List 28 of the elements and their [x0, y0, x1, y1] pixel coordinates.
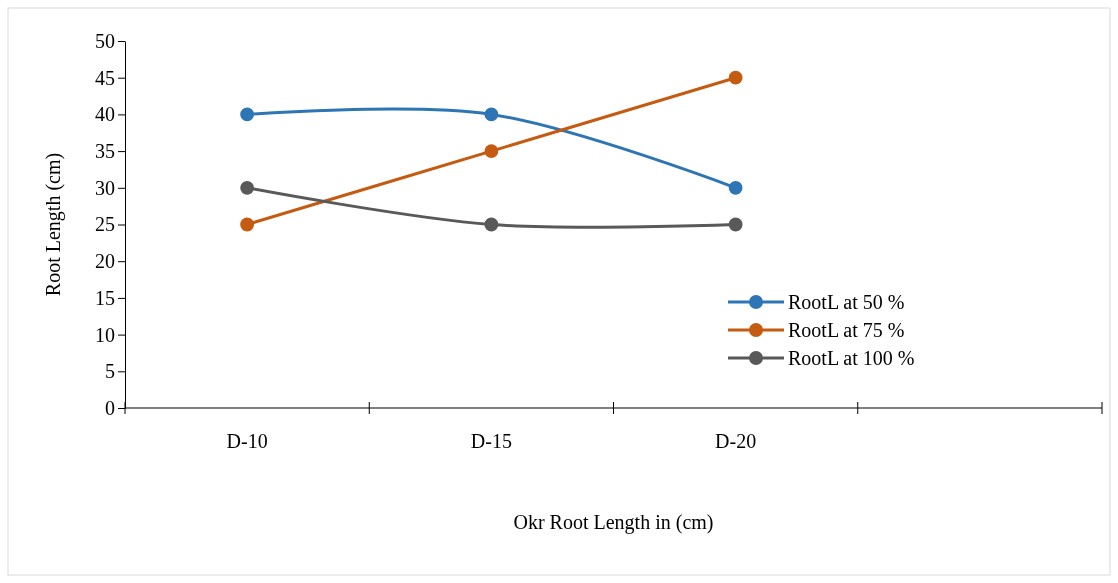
- y-tick-label: 15: [95, 286, 115, 309]
- point: [728, 70, 743, 85]
- y-axis-title: Root Length (cm): [42, 152, 65, 297]
- y-tick-label: 50: [95, 29, 115, 52]
- x-tick-label: D-20: [715, 430, 757, 452]
- y-tick-label: 0: [105, 396, 115, 419]
- legend-label: RootL at 75 %: [788, 319, 905, 341]
- y-tick-label: 25: [95, 213, 115, 236]
- x-axis-title: Okr Root Length in (cm): [513, 511, 714, 534]
- point: [484, 217, 499, 232]
- y-tick-label: 10: [95, 323, 115, 346]
- legend-label: RootL at 50 %: [788, 291, 905, 313]
- point: [240, 107, 255, 122]
- point: [240, 217, 255, 232]
- y-tick-label: 45: [95, 66, 115, 89]
- y-tick-label: 5: [105, 360, 115, 383]
- point: [484, 107, 499, 122]
- y-tick-label: 35: [95, 140, 115, 162]
- point: [240, 180, 255, 195]
- point: [728, 180, 743, 195]
- point: [484, 144, 499, 158]
- x-tick-label: D-15: [470, 430, 512, 452]
- legend-label: RootL at 100 %: [788, 347, 915, 369]
- x-tick-label: D-10: [226, 430, 268, 452]
- point: [728, 217, 743, 232]
- y-tick-label: 20: [95, 250, 115, 273]
- y-tick-label: 30: [95, 176, 115, 199]
- y-tick-label: 40: [95, 103, 115, 126]
